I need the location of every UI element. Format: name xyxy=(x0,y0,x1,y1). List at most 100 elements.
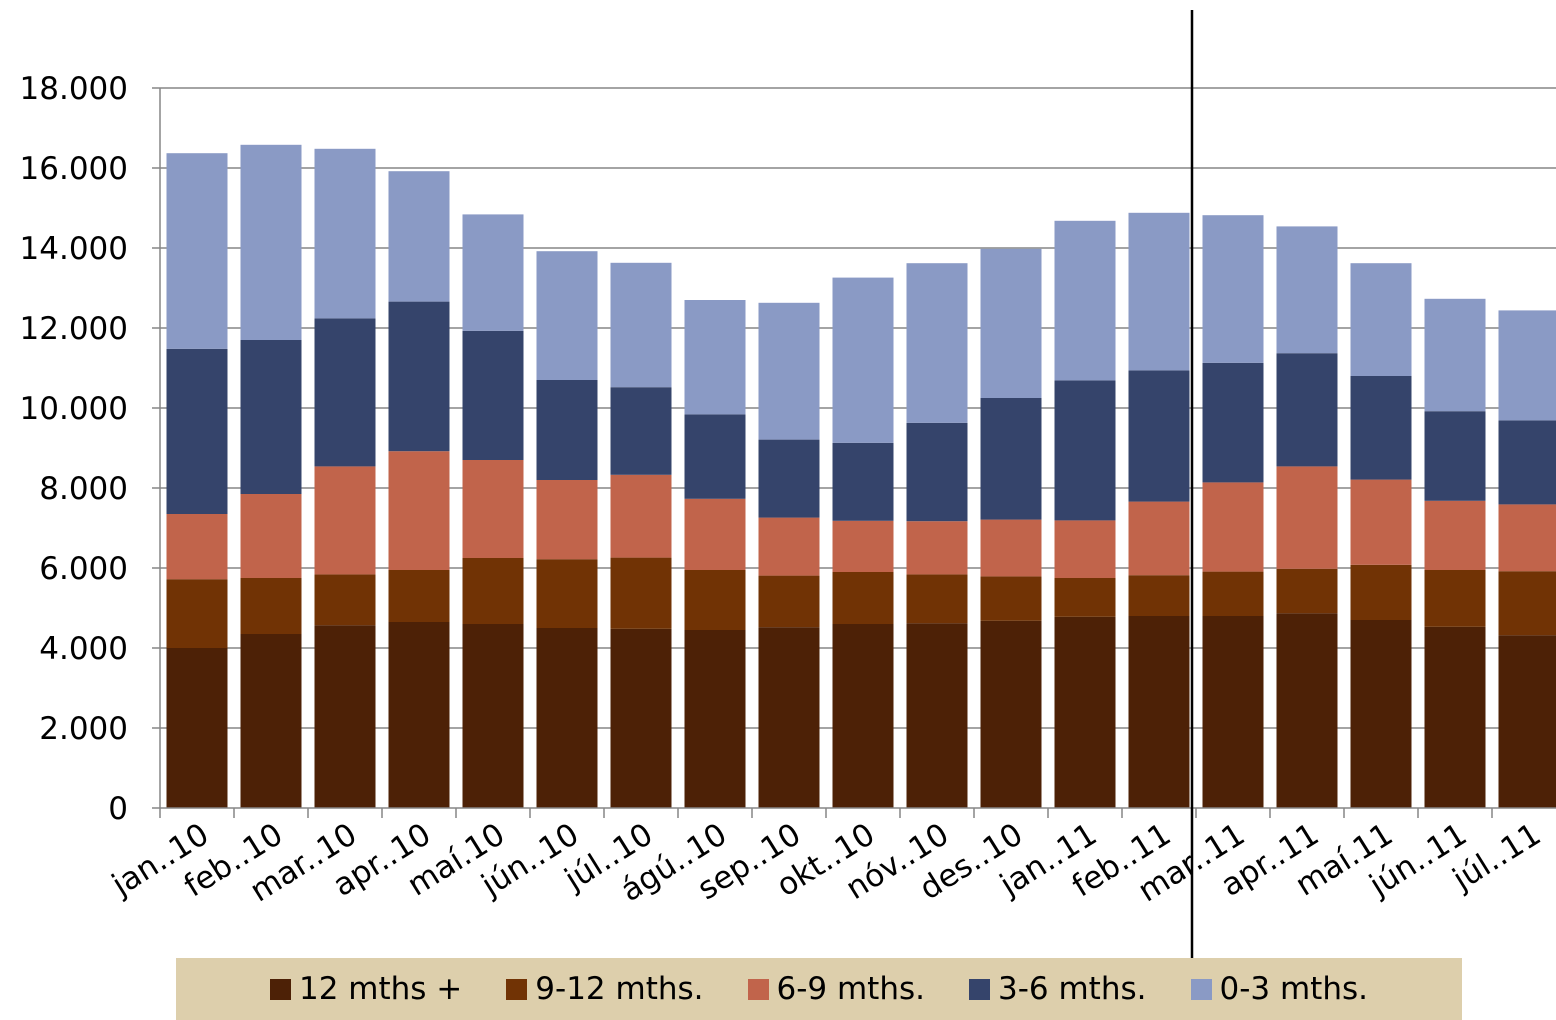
bar-segment xyxy=(462,624,524,808)
bar-segment xyxy=(758,439,820,518)
bar-segment xyxy=(388,301,450,452)
bar-segment xyxy=(980,519,1042,577)
bar-segment xyxy=(684,630,746,808)
legend-item-0-3: 0-3 mths. xyxy=(1190,971,1369,1007)
bar-segment xyxy=(166,648,228,808)
bar-segment xyxy=(462,214,524,331)
bar-segment xyxy=(684,570,746,630)
bar-segment xyxy=(610,628,672,808)
bar-segment xyxy=(832,277,894,443)
bar-segment xyxy=(1498,504,1556,572)
bar-segment xyxy=(166,348,228,514)
bar-segment xyxy=(166,153,228,349)
y-tick-label: 10.000 xyxy=(20,391,128,427)
legend-label: 9-12 mths. xyxy=(535,971,704,1007)
bar-segment xyxy=(1054,220,1116,381)
bar-segment xyxy=(1128,501,1190,576)
bar-segment xyxy=(388,570,450,622)
bar-segment xyxy=(536,380,598,480)
stacked-bar-chart: 0 2.000 4.000 6.000 8.000 10.000 12.000 14.000 1… xyxy=(20,10,1556,958)
bar-segment xyxy=(758,517,820,576)
bar-segment xyxy=(684,300,746,415)
bar-segment xyxy=(1350,564,1412,620)
y-tick-label: 2.000 xyxy=(39,711,128,747)
bars xyxy=(166,144,1556,808)
bar-segment xyxy=(1498,310,1556,421)
legend-label: 6-9 mths. xyxy=(776,971,926,1007)
bar-segment xyxy=(980,398,1042,520)
bar-segment xyxy=(1054,380,1116,521)
bar-segment xyxy=(832,520,894,572)
y-tick-label: 12.000 xyxy=(20,311,128,347)
bar-segment xyxy=(1128,370,1190,502)
bar-segment xyxy=(610,387,672,475)
bar-segment xyxy=(832,624,894,808)
bar-segment xyxy=(758,575,820,628)
bar-segment xyxy=(1350,479,1412,565)
bar-segment xyxy=(388,171,450,302)
bar-segment xyxy=(240,340,302,494)
y-tick-label: 16.000 xyxy=(20,151,128,187)
legend-swatch xyxy=(1190,978,1212,1000)
bar-segment xyxy=(1350,620,1412,808)
bar-segment xyxy=(314,625,376,808)
bar-segment xyxy=(1424,626,1486,808)
axes xyxy=(152,87,1556,818)
bar-segment xyxy=(314,148,376,319)
bar-segment xyxy=(166,579,228,648)
y-tick-label: 6.000 xyxy=(39,551,128,587)
bar-segment xyxy=(1276,613,1338,808)
y-tick-label: 18.000 xyxy=(20,71,128,107)
legend-item-6-9: 6-9 mths. xyxy=(747,971,926,1007)
bar-segment xyxy=(1128,575,1190,616)
bar-segment xyxy=(906,263,968,423)
bar-segment xyxy=(906,422,968,522)
bar-segment xyxy=(1276,353,1338,467)
bar-segment xyxy=(1424,411,1486,501)
bar-segment xyxy=(388,622,450,808)
y-tick-labels: 0 2.000 4.000 6.000 8.000 10.000 12.000 14.000 1… xyxy=(20,71,128,827)
bar-segment xyxy=(1350,263,1412,376)
bar-segment xyxy=(980,620,1042,808)
legend-item-12-plus: 12 mths + xyxy=(270,971,462,1007)
bar-segment xyxy=(462,460,524,558)
legend-item-9-12: 9-12 mths. xyxy=(506,971,704,1007)
bar-segment xyxy=(610,474,672,558)
bar-segment xyxy=(1202,215,1264,363)
bar-segment xyxy=(684,414,746,499)
bar-segment xyxy=(166,514,228,580)
bar-segment xyxy=(388,451,450,570)
bar-segment xyxy=(1202,362,1264,483)
bar-segment xyxy=(536,628,598,808)
bar-segment xyxy=(314,574,376,626)
bar-segment xyxy=(1498,571,1556,636)
y-tick-label: 4.000 xyxy=(39,631,128,667)
legend-label: 0-3 mths. xyxy=(1219,971,1369,1007)
bar-segment xyxy=(1128,212,1190,371)
bar-segment xyxy=(832,442,894,521)
bar-segment xyxy=(1424,570,1486,627)
bar-segment xyxy=(1498,420,1556,505)
bar-segment xyxy=(1276,466,1338,569)
bar-segment xyxy=(980,576,1042,621)
bar-segment xyxy=(1424,500,1486,570)
legend: 12 mths + 9-12 mths. 6-9 mths. 3-6 mths.… xyxy=(176,958,1462,1020)
bar-segment xyxy=(684,498,746,570)
bar-segment xyxy=(462,558,524,624)
y-tick-label: 0 xyxy=(108,791,128,827)
legend-label: 3-6 mths. xyxy=(998,971,1147,1007)
bar-segment xyxy=(1202,571,1264,616)
bar-segment xyxy=(314,318,376,467)
y-tick-label: 14.000 xyxy=(20,231,128,267)
bar-segment xyxy=(758,302,820,440)
bar-segment xyxy=(1424,298,1486,412)
legend-label: 12 mths + xyxy=(299,971,463,1007)
bar-segment xyxy=(240,494,302,578)
bar-segment xyxy=(1054,578,1116,617)
legend-item-3-6: 3-6 mths. xyxy=(969,971,1147,1007)
bar-segment xyxy=(314,466,376,575)
legend-swatch xyxy=(969,978,990,1000)
bar-segment xyxy=(906,623,968,808)
bar-segment xyxy=(536,559,598,628)
bar-segment xyxy=(610,262,672,388)
